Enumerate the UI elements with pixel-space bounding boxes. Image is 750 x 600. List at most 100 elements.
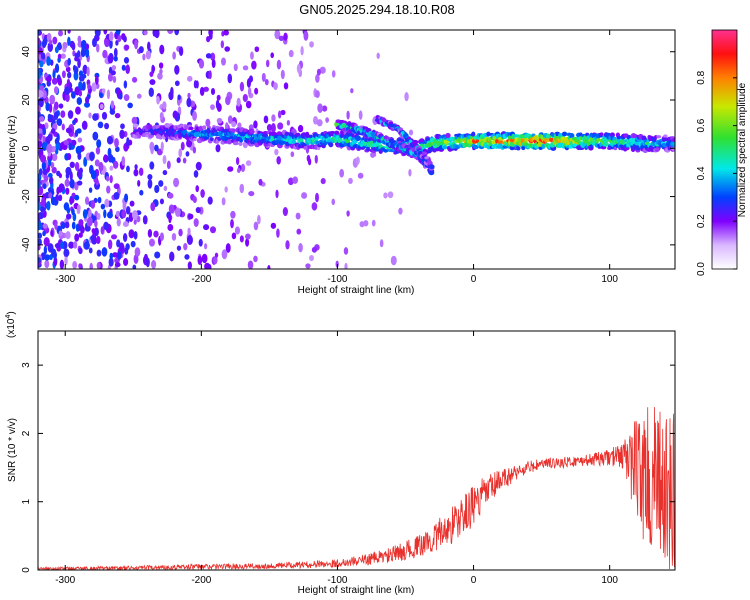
spectrogram-cell — [445, 132, 451, 139]
spectrogram-cell — [78, 75, 85, 82]
spectrogram-cell — [227, 115, 233, 124]
spectrogram-cell — [383, 148, 389, 153]
spectrogram-cell — [54, 46, 59, 54]
spectrogram-cell — [656, 135, 662, 139]
spectrogram-cell — [130, 240, 136, 248]
spectrogram-cell — [215, 144, 221, 153]
spectrogram-cell — [133, 230, 138, 240]
spectrogram-cell — [398, 207, 403, 215]
spectrogram-cell — [210, 87, 216, 96]
spectrogram-cell — [266, 124, 272, 132]
spectrogram-cell — [78, 81, 83, 90]
spectrogram-cell — [71, 139, 77, 146]
spectrogram-cell — [276, 228, 280, 238]
spectrogram-cell — [138, 46, 144, 54]
spectrogram-cell — [159, 232, 164, 241]
spectrogram-cell — [205, 53, 212, 59]
spectrogram-cell — [78, 219, 84, 226]
spectrogram-cell — [73, 66, 79, 74]
spectrogram-cell — [671, 147, 675, 151]
spectrogram-cell — [204, 243, 208, 250]
x-tick-label: 0 — [471, 274, 477, 285]
spectrogram-cell — [64, 178, 70, 187]
spectrogram-cell — [39, 116, 45, 122]
snr-panel: -300 -200 -100 0 100 0 1 2 3 Height of straight… — [5, 311, 676, 596]
y-tick-label: 20 — [21, 94, 32, 106]
spectrogram-cell — [203, 86, 209, 92]
spectrogram-cell — [94, 219, 98, 228]
spectrogram-cell — [275, 189, 279, 199]
spectrogram-cell — [239, 235, 244, 243]
spectrogram-cell — [561, 131, 568, 137]
spectrogram-cell — [214, 252, 219, 258]
spectrogram-cell — [230, 219, 234, 229]
spectrogram-cell — [162, 101, 167, 110]
spectrogram-cell — [124, 193, 129, 203]
spectrogram-cell — [154, 144, 159, 152]
spectrogram-cell — [77, 137, 83, 143]
snr-x-axis-label: Height of straight line (km) — [298, 585, 415, 596]
spectrogram-cell — [309, 254, 314, 262]
spectrogram-cell — [89, 262, 93, 269]
spectrogram-cell — [206, 36, 211, 43]
spectrogram-cell — [147, 178, 153, 189]
spectrogram-cell — [59, 259, 65, 269]
spectrogram-cell — [104, 58, 109, 64]
spectrogram-cell — [208, 30, 213, 37]
spectrogram-cell — [172, 51, 176, 60]
spectrogram-cell — [192, 110, 197, 121]
spectrogram-cell — [173, 177, 180, 188]
spectrogram-cell — [113, 183, 120, 190]
spectrogram-cell — [201, 253, 208, 264]
spectrogram-cell — [101, 247, 108, 257]
spectrogram-cell — [52, 36, 58, 45]
spectrogram-cell — [67, 36, 71, 46]
snr-y-scale-label: (x104) — [5, 311, 17, 338]
colorbar-label: Normalized spectral amplitude — [737, 82, 748, 217]
spectrogram-cell — [274, 30, 281, 40]
spectrogram-cell — [343, 247, 349, 255]
spectrogram-cell — [149, 71, 154, 77]
spectrogram-cell — [317, 103, 323, 113]
spectrogram-cell — [110, 100, 115, 109]
spectrogram-cell — [153, 129, 158, 136]
spectrogram-cell — [84, 102, 91, 108]
spectrogram-cell — [125, 243, 130, 251]
spectrogram-frame — [37, 29, 676, 270]
spectrogram-cell — [38, 90, 44, 98]
spectrogram-cell — [38, 140, 43, 148]
spectrogram-cell — [282, 207, 288, 217]
spectrogram-cell — [92, 37, 97, 48]
spectrogram-cell — [101, 111, 108, 120]
spectrogram-cell — [58, 230, 63, 237]
spectrogram-cell — [76, 97, 83, 105]
spectrogram-cell — [38, 221, 43, 231]
spectrogram-cell — [117, 34, 122, 43]
spectrogram-cell — [176, 245, 182, 251]
spectrogram-cell — [652, 138, 657, 142]
colorbar-tick-label: 0.2 — [696, 214, 707, 228]
y-tick-label: 3 — [21, 362, 32, 368]
spectrogram-cell — [320, 177, 326, 185]
spectrogram-cell — [69, 197, 75, 204]
spectrogram-cell — [78, 263, 82, 269]
spectrogram-cell — [227, 73, 233, 84]
spectrogram-cell — [186, 139, 192, 148]
spectrogram-cell — [91, 82, 97, 92]
spectrogram-cell — [339, 168, 345, 178]
spectrogram-cell — [672, 141, 675, 146]
snr-frame — [37, 330, 676, 571]
colorbar-tick-label: 0.8 — [696, 70, 707, 84]
spectrogram-cell — [48, 192, 53, 199]
spectrogram-cell — [113, 55, 118, 62]
spectrogram-cell — [94, 75, 99, 85]
spectrogram-cell — [328, 142, 334, 148]
spectrogram-cell — [276, 59, 282, 70]
spectrogram-cell — [142, 53, 146, 61]
spectrogram-cell — [40, 154, 47, 163]
spectrogram-cell — [296, 228, 302, 235]
spectrogram-cell — [274, 148, 279, 156]
spectrogram-cell — [288, 132, 294, 137]
spectrogram-cell — [133, 168, 139, 177]
spectrogram-cell — [71, 208, 75, 216]
